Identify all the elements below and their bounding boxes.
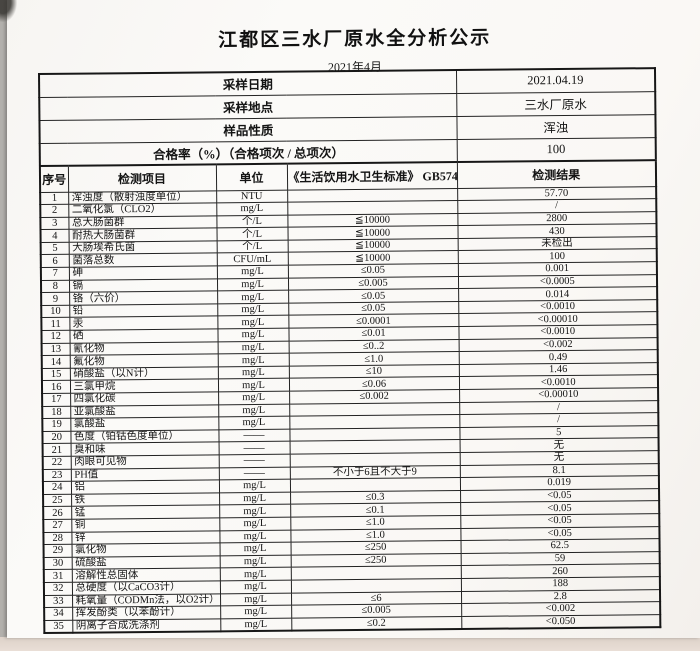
seq-cell: 15 <box>41 368 70 381</box>
unit-cell: 个/L <box>216 240 288 254</box>
seq-cell: 6 <box>40 254 69 268</box>
seq-cell: 13 <box>41 342 70 356</box>
seq-cell: 11 <box>41 317 70 331</box>
seq-cell: 35 <box>44 619 73 633</box>
seq-cell: 14 <box>41 355 70 369</box>
unit-cell: mg/L <box>218 479 291 493</box>
unit-cell: mg/L <box>217 353 289 367</box>
unit-cell: mg/L <box>220 605 292 619</box>
unit-cell: mg/L <box>219 554 291 569</box>
unit-cell: mg/L <box>218 403 290 418</box>
seq-cell: 12 <box>41 330 70 344</box>
standard-cell: ≤0.2 <box>291 616 462 631</box>
seq-cell: 18 <box>42 405 71 419</box>
seq-cell: 27 <box>43 519 72 533</box>
seq-cell: 33 <box>44 594 73 608</box>
seq-cell: 3 <box>40 216 69 230</box>
seq-cell: 20 <box>42 431 71 444</box>
seq-cell: 32 <box>43 582 73 596</box>
unit-cell: mg/L <box>217 303 289 317</box>
doc-title: 江都区三水厂原水全分析公示 <box>218 27 492 52</box>
unit-cell: mg/L <box>217 290 289 304</box>
unit-cell: mg/L <box>219 529 291 543</box>
seq-cell: 17 <box>42 393 71 407</box>
unit-cell: mg/L <box>218 391 290 405</box>
document-sheet: 江都区三水厂原水全分析公示 2021年4月 采样日期 2021.04.19 采样地点… <box>4 0 700 651</box>
unit-cell: mg/L <box>219 567 291 581</box>
seq-cell: 31 <box>43 569 72 583</box>
unit-cell: 个/L <box>216 227 288 241</box>
summary-value: 浑浊 <box>456 114 656 140</box>
unit-cell: mg/L <box>217 340 289 355</box>
result-cell: <0.050 <box>461 614 661 629</box>
seq-cell: 9 <box>41 292 70 306</box>
unit-cell: mg/L <box>220 592 292 606</box>
summary-value: 100 <box>456 137 656 163</box>
unit-cell: 个/L <box>216 214 288 229</box>
header-unit: 单位 <box>215 163 288 191</box>
header-item: 检测项目 <box>67 164 217 192</box>
summary-body: 采样日期 2021.04.19 采样地点 三水厂原水 样品性质 浑浊 合格率（%）（合格项次… <box>39 68 656 167</box>
seq-cell: 22 <box>42 456 71 470</box>
unit-cell: —— <box>218 428 290 443</box>
summary-value: 三水厂原水 <box>456 91 656 117</box>
header-seq: 序号 <box>39 165 69 193</box>
unit-cell: mg/L <box>216 265 288 279</box>
unit-cell: —— <box>218 454 290 468</box>
unit-cell: mg/L <box>216 277 289 292</box>
seq-cell: 21 <box>42 443 71 457</box>
seq-cell: 28 <box>43 531 72 545</box>
unit-cell: mg/L <box>217 315 289 329</box>
seq-cell: 10 <box>41 305 70 318</box>
seq-cell: 19 <box>42 418 71 432</box>
unit-cell: mg/L <box>217 328 289 342</box>
seq-cell: 7 <box>40 267 69 281</box>
unit-cell: mg/L <box>219 542 291 556</box>
results-body: 1 浑浊度（散射浊度单位） NTU 57.70 2 二氧化氯（CLO2） mg/L/3 总大肠… <box>40 186 661 633</box>
seq-cell: 30 <box>43 556 72 570</box>
seq-cell: 24 <box>42 481 72 495</box>
unit-cell: mg/L <box>217 378 290 392</box>
unit-cell: mg/L <box>219 580 291 594</box>
seq-cell: 16 <box>41 380 71 394</box>
unit-cell: mg/L <box>219 517 291 531</box>
seq-cell: 34 <box>44 607 73 621</box>
unit-cell: CFU/mL <box>216 252 288 266</box>
header-result: 检测结果 <box>456 160 657 189</box>
analysis-table: 采样日期 2021.04.19 采样地点 三水厂原水 样品性质 浑浊 合格率（%）（合格项次… <box>37 67 662 634</box>
unit-cell: NTU <box>216 189 288 203</box>
unit-cell: —— <box>218 466 290 480</box>
summary-value: 2021.04.19 <box>456 68 656 94</box>
seq-cell: 25 <box>43 494 72 507</box>
scan-bottom-edge <box>0 637 700 651</box>
seq-cell: 29 <box>43 544 72 558</box>
seq-cell: 26 <box>43 506 72 520</box>
unit-cell: mg/L <box>220 617 292 632</box>
unit-cell: mg/L <box>219 504 291 518</box>
seq-cell: 1 <box>40 191 69 205</box>
seq-cell: 2 <box>40 204 69 218</box>
scan-smudge <box>0 0 17 22</box>
paper: 江都区三水厂原水全分析公示 2021年4月 采样日期 2021.04.19 采样地点… <box>7 0 700 638</box>
unit-cell: mg/L <box>216 202 288 216</box>
unit-cell: mg/L <box>219 491 291 506</box>
seq-cell: 5 <box>40 242 69 256</box>
seq-cell: 23 <box>42 468 71 482</box>
seq-cell: 4 <box>40 229 69 243</box>
unit-cell: —— <box>218 441 290 455</box>
item-cell: 耗氧量（CODMn法，以O2计） <box>72 593 221 608</box>
unit-cell: mg/L <box>218 416 290 430</box>
seq-cell: 8 <box>40 279 70 293</box>
header-standard: 《生活饮用水卫生标准》 GB5749 <box>286 162 458 190</box>
item-cell: 阴离子合成洗涤剂 <box>72 618 221 633</box>
unit-cell: mg/L <box>217 365 289 380</box>
